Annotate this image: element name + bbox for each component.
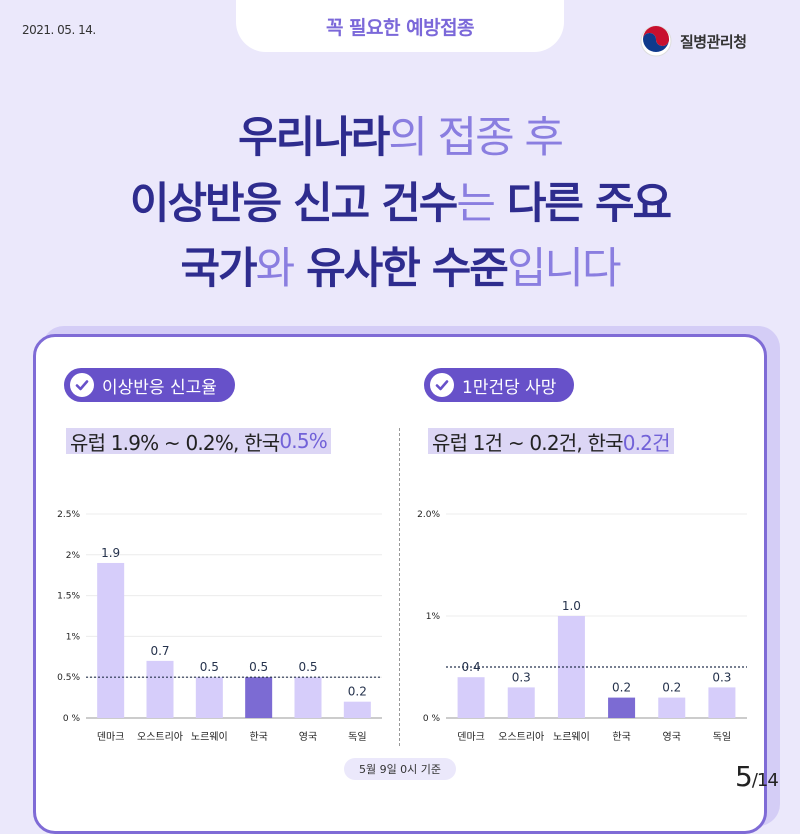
chart-deaths-per-10000: 0 %1%2.0%0.4덴마크0.3오스트리아1.0노르웨이0.2한국0.2영국… — [417, 510, 747, 743]
headline-line3-segment-0: 국가 — [180, 244, 257, 294]
x-tick-label: 노르웨이 — [553, 731, 590, 743]
y-tick-label: 0 % — [423, 714, 441, 724]
category-badge: 꼭 필요한 예방접종 — [236, 0, 564, 52]
data-label: 0.3 — [712, 670, 731, 684]
taegeuk-icon — [640, 25, 672, 57]
data-label: 0.5 — [249, 660, 268, 674]
data-label: 1.9 — [101, 546, 120, 560]
y-tick-label: 2.0% — [417, 510, 440, 520]
x-tick-label: 노르웨이 — [191, 731, 228, 743]
panel-divider — [399, 428, 400, 746]
headline-line3-segment-2: 유사한 수준 — [293, 244, 509, 294]
summary-left: 유럽 1.9% ~ 0.2%, 한국 0.5% — [66, 428, 331, 455]
summary-left-text: 유럽 1.9% ~ 0.2%, 한국 — [70, 430, 280, 455]
x-tick-label: 덴마크 — [457, 731, 485, 743]
headline-line1-segment-1: 의 접종 후 — [388, 113, 564, 163]
x-tick-label: 한국 — [249, 731, 267, 743]
bar — [457, 677, 485, 718]
headline-line-3: 국가와 유사한 수준입니다 — [0, 248, 800, 291]
summary-right: 유럽 1건 ~ 0.2건, 한국 0.2건 — [428, 428, 674, 455]
x-tick-label: 영국 — [663, 731, 681, 743]
y-tick-label: 1% — [66, 632, 81, 642]
y-tick-label: 2.5% — [57, 510, 80, 520]
panel-title-left-label: 이상반응 신고율 — [102, 377, 217, 398]
data-label: 0.2 — [662, 681, 681, 695]
agency-name: 질병관리청 — [680, 32, 747, 51]
bar — [608, 697, 636, 718]
bar — [507, 687, 535, 718]
y-tick-label: 0 % — [63, 714, 81, 724]
data-label: 0.2 — [348, 685, 367, 699]
data-label: 0.2 — [612, 681, 631, 695]
date: 2021. 05. 14. — [22, 23, 96, 37]
data-label: 1.0 — [562, 599, 581, 613]
panel-title-right-label: 1만건당 사망 — [462, 377, 557, 398]
headline-line-2: 이상반응 신고 건수는 다른 주요 — [0, 183, 800, 226]
bar — [343, 701, 371, 718]
headline-line1-segment-0: 우리나라 — [238, 113, 390, 163]
y-tick-label: 1% — [426, 612, 441, 622]
y-tick-label: 2% — [66, 551, 81, 561]
y-tick-label: 1.5% — [57, 592, 80, 602]
x-tick-label: 독일 — [713, 731, 731, 743]
summary-right-text: 유럽 1건 ~ 0.2건, 한국 — [432, 430, 623, 455]
data-label: 0.7 — [150, 644, 169, 658]
panel-title-right: 1만건당 사망 — [424, 368, 575, 402]
data-label: 0.3 — [512, 670, 531, 684]
x-tick-label: 한국 — [612, 731, 630, 743]
agency-logo: 질병관리청 — [640, 25, 747, 57]
x-tick-label: 영국 — [299, 731, 317, 743]
y-tick-label: 0.5% — [57, 673, 80, 683]
bar — [245, 677, 273, 718]
summary-right-highlight: 0.2건 — [622, 430, 671, 455]
chart-card — [33, 334, 767, 834]
category-badge-label: 꼭 필요한 예방접종 — [325, 16, 475, 39]
bar — [97, 562, 125, 718]
headline-line2-segment-2: 다른 주요 — [493, 179, 672, 229]
page-current: 5 — [735, 760, 753, 793]
data-label: 0.5 — [200, 660, 219, 674]
chart-adverse-reaction-rate: 0 % 0.5% 1% 1.5% 2% 2.5% 1.9 덴마크 0.7 오스트리아 0.5 노르웨이… — [57, 510, 382, 743]
headline-line3-segment-1: 와 — [255, 244, 296, 294]
summary-left-highlight: 0.5% — [279, 429, 327, 453]
bar — [658, 697, 686, 718]
check-icon — [430, 373, 454, 397]
page-number: 5/14 — [735, 760, 779, 793]
x-tick-label: 독일 — [348, 731, 366, 743]
x-tick-label: 오스트리아 — [498, 731, 544, 743]
x-tick-label: 덴마크 — [97, 731, 125, 743]
data-label: 0.5 — [298, 660, 317, 674]
panel-title-left: 이상반응 신고율 — [64, 368, 235, 402]
headline-line3-segment-3: 입니다 — [506, 244, 622, 294]
x-tick-label: 오스트리아 — [137, 731, 183, 743]
headline-line2-segment-0: 이상반응 신고 건수 — [129, 179, 458, 229]
bar — [708, 687, 736, 718]
bar — [195, 677, 223, 718]
footnote: 5월 9일 0시 기준 — [344, 758, 456, 780]
check-icon — [70, 373, 94, 397]
page-total: 14 — [756, 770, 779, 791]
headline-line2-segment-1: 는 — [456, 179, 496, 229]
bar — [146, 660, 174, 718]
headline-line-1: 우리나라의 접종 후 — [0, 117, 800, 160]
bar — [294, 677, 322, 718]
